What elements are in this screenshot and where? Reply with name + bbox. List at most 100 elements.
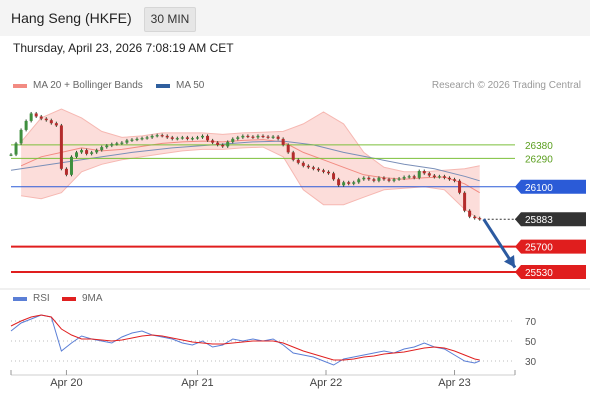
candle-body xyxy=(59,125,63,169)
candle-body xyxy=(226,141,230,147)
candle-body xyxy=(90,152,94,154)
candle-body xyxy=(221,144,225,147)
candle-body xyxy=(155,135,159,137)
candle-body xyxy=(342,182,346,186)
ma20-line xyxy=(20,139,480,194)
candle-body xyxy=(291,152,295,160)
candle-body xyxy=(266,136,270,138)
candle-body xyxy=(115,143,119,145)
candle-body xyxy=(427,173,431,176)
candle-body xyxy=(39,116,43,119)
candle-body xyxy=(85,150,89,154)
chart-header: Hang Seng (HKFE) 30 MIN xyxy=(0,0,590,36)
legend-ma50-label: MA 50 xyxy=(176,80,205,91)
candle-body xyxy=(125,140,129,143)
instrument-title: Hang Seng (HKFE) xyxy=(11,10,132,26)
candle-body xyxy=(453,179,457,181)
candle-body xyxy=(362,177,366,180)
candle-body xyxy=(437,176,441,178)
candle-body xyxy=(140,138,144,140)
candle-body xyxy=(311,167,315,169)
time-tick-label: Apr 22 xyxy=(310,377,342,389)
candle-body xyxy=(261,135,265,138)
candle-body xyxy=(195,137,199,139)
level-tag-label-25883: 25883 xyxy=(525,215,553,226)
candle-body xyxy=(185,137,189,139)
candle-body xyxy=(95,150,99,153)
legend-ma50: MA 50 xyxy=(156,80,204,91)
bollinger-lower-line xyxy=(21,146,480,221)
rsi-swatch xyxy=(13,296,27,301)
candle-body xyxy=(432,175,436,178)
candle-body xyxy=(458,180,462,193)
candle-body xyxy=(337,179,341,186)
candle-body xyxy=(276,136,280,139)
rsi-tick-label-70: 70 xyxy=(525,317,537,328)
candle-body xyxy=(49,120,53,124)
candle-body xyxy=(100,147,104,151)
legend-ma20-label: MA 20 + Bollinger Bands xyxy=(33,80,143,91)
level-tag-label-25700: 25700 xyxy=(525,243,553,254)
candle-body xyxy=(145,137,149,139)
candle-body xyxy=(175,138,179,140)
rsi-line xyxy=(10,314,480,366)
candle-body xyxy=(54,123,58,126)
candle-body xyxy=(231,138,235,142)
timeframe-button[interactable]: 30 MIN xyxy=(144,7,196,32)
candle-body xyxy=(241,135,245,138)
candle-body xyxy=(75,152,79,157)
legend-ma20: MA 20 + Bollinger Bands xyxy=(13,80,143,91)
candle-body xyxy=(347,182,351,184)
candle-body xyxy=(463,192,467,211)
candle-body xyxy=(402,177,406,179)
level-tag-25883 xyxy=(515,212,586,227)
rsi-ma-swatch xyxy=(62,296,76,301)
bollinger-upper-line xyxy=(20,108,480,173)
candle-body xyxy=(316,168,320,171)
candle-body xyxy=(281,138,285,145)
chart-credit: Research © 2026 Trading Central xyxy=(431,80,581,91)
time-tick-label: Apr 21 xyxy=(181,377,213,389)
candle-body xyxy=(110,144,114,146)
candle-body xyxy=(286,144,290,153)
level-tag-label-26100: 26100 xyxy=(525,183,553,194)
legend-rsi-ma-label: 9MA xyxy=(82,293,103,304)
candle-body xyxy=(301,162,305,166)
candle-body xyxy=(150,135,154,138)
candle-body xyxy=(412,176,416,178)
candle-body xyxy=(357,179,361,183)
level-label-26380: 26380 xyxy=(525,141,553,152)
bollinger-band-area xyxy=(21,109,480,220)
level-tag-26100 xyxy=(515,179,586,194)
candle-body xyxy=(392,179,396,181)
candle-body xyxy=(130,139,134,141)
level-tag-25530 xyxy=(515,265,586,280)
rsi-tick-label-30: 30 xyxy=(525,357,537,368)
candle-body xyxy=(135,138,139,141)
candle-body xyxy=(296,159,300,163)
candle-body xyxy=(447,177,451,180)
candle-body xyxy=(24,120,28,130)
candle-body xyxy=(236,137,240,139)
forecast-arrow-head xyxy=(503,255,515,268)
chart-datetime: Thursday, April 23, 2026 7:08:19 AM CET xyxy=(13,41,234,55)
candle-body xyxy=(332,173,336,180)
candle-body xyxy=(34,113,38,117)
candle-body xyxy=(120,142,124,144)
candle-body xyxy=(170,137,174,139)
candle-body xyxy=(306,165,310,168)
candle-body xyxy=(44,118,48,121)
candle-body xyxy=(271,136,275,138)
rsi-tick-label-50: 50 xyxy=(525,337,537,348)
candle-body xyxy=(372,179,376,181)
legend-rsi: RSI xyxy=(13,293,50,304)
candle-body xyxy=(321,170,325,172)
legend-rsi-ma: 9MA xyxy=(62,293,103,304)
candle-body xyxy=(69,156,73,175)
time-tick-label: Apr 20 xyxy=(50,377,82,389)
candle-body xyxy=(327,171,331,174)
candle-body xyxy=(206,135,210,141)
candle-body xyxy=(105,145,109,148)
ma50-swatch xyxy=(156,83,170,88)
